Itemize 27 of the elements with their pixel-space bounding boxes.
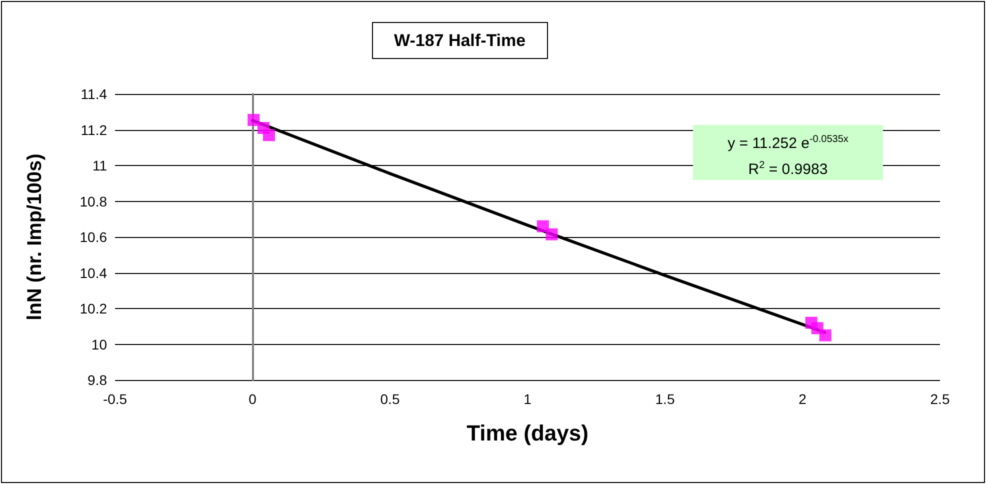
annotation: R$^{2}$ = 0.9983 <box>747 159 829 180</box>
y-tick-label: 10.8 <box>80 193 108 210</box>
y-tick-label: 10.2 <box>80 300 108 316</box>
y-tick-label: 9.8 <box>88 372 108 388</box>
x-tick-label: 0.5 <box>380 391 400 407</box>
y-tick-label: 11 <box>92 158 108 174</box>
point <box>536 220 549 232</box>
point <box>263 129 275 142</box>
x-tick-label: 2.5 <box>930 391 950 407</box>
chart-title: W-187 Half-Time <box>394 31 526 50</box>
x-tick-label: 1.5 <box>655 391 675 407</box>
point <box>819 329 832 342</box>
y-tick-label: 10 <box>91 336 108 352</box>
y-tick-label: 11.4 <box>80 86 108 102</box>
x-tick-label: 1 <box>524 391 532 407</box>
x-tick-label: -0.5 <box>102 391 128 407</box>
y-tick-label: 11.2 <box>80 122 108 138</box>
x-axis-title: Time (days) <box>466 420 588 446</box>
point <box>248 114 260 126</box>
y-tick-label: 10.4 <box>80 264 108 281</box>
y-tick-label: 10.6 <box>80 229 108 245</box>
y-axis-title: lnN (nr. Imp/100s) <box>24 154 46 320</box>
x-tick-label: 2 <box>798 391 807 407</box>
point <box>546 228 558 240</box>
x-tick-label: 0 <box>248 391 257 407</box>
equation-box: y = 11.252 e$^{-0.0535x}$ R$^{2}$ = 0.9983 <box>693 125 883 180</box>
annotation: y = 11.252 e$^{-0.0535x}$ <box>726 133 850 154</box>
